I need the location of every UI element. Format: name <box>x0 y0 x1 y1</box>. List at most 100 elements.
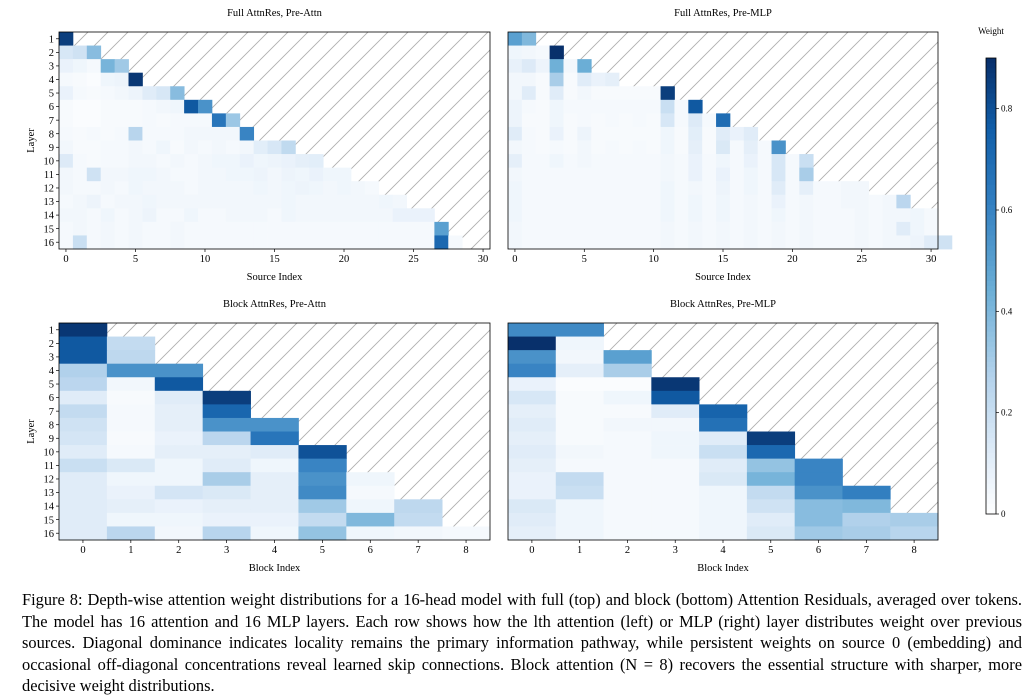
heatmap-cell <box>688 126 703 141</box>
x-tick-label: 2 <box>176 545 181 556</box>
heatmap-cell <box>239 181 255 196</box>
heatmap-cell <box>651 526 700 541</box>
colorbar-title: Weight <box>978 26 1004 36</box>
heatmap-panel-1 <box>56 31 491 252</box>
heatmap-cell <box>59 377 108 392</box>
heatmap-cell <box>202 512 251 527</box>
heatmap-cell <box>198 194 213 209</box>
colorbar-segment <box>986 250 996 257</box>
heatmap-cell <box>337 167 352 182</box>
heatmap-cell <box>632 140 648 155</box>
heatmap-cell <box>674 221 689 236</box>
x-tick-label: 30 <box>926 254 937 265</box>
heatmap-cell <box>184 154 199 169</box>
heatmap-cell <box>674 154 689 169</box>
heatmap-cell <box>72 167 88 182</box>
heatmap-cell <box>827 181 842 196</box>
heatmap-cell <box>295 154 310 169</box>
heatmap-cell <box>702 194 717 209</box>
heatmap-cell <box>555 323 604 337</box>
heatmap-cell <box>154 377 204 392</box>
heatmap-cell <box>72 59 88 74</box>
y-tick-label: 16 <box>44 529 55 540</box>
heatmap-cell <box>827 221 842 236</box>
heatmap-cell <box>508 499 557 514</box>
heatmap-cell <box>295 167 310 182</box>
heatmap-cell <box>142 194 157 209</box>
heatmap-cell <box>106 445 156 460</box>
heatmap-cell <box>170 181 185 196</box>
heatmap-cell <box>86 140 102 155</box>
heatmap-cell <box>198 154 213 169</box>
colorbar-segment <box>986 331 996 338</box>
colorbar-segment <box>986 306 996 312</box>
heatmap-cell <box>746 431 796 446</box>
heatmap-cell <box>106 363 156 378</box>
heatmap-cell <box>202 472 251 487</box>
colorbar-segment <box>986 286 996 292</box>
colorbar-segment <box>986 387 996 393</box>
heatmap-cell <box>128 154 143 169</box>
colorbar-segment <box>986 230 996 236</box>
heatmap-cell <box>225 221 241 236</box>
heatmap-cell <box>364 235 380 250</box>
heatmap-cell <box>59 417 108 432</box>
heatmap-cell <box>840 235 856 250</box>
heatmap-cell <box>508 154 523 169</box>
heatmap-cell <box>72 235 88 250</box>
heatmap-cell <box>910 235 925 250</box>
heatmap-cell <box>591 154 606 169</box>
heatmap-cell <box>86 154 102 169</box>
heatmap-cell <box>702 208 717 223</box>
y-axis-label: Layer <box>26 128 37 153</box>
colorbar-segment <box>986 321 996 328</box>
heatmap-cell <box>239 167 255 182</box>
heatmap-cell <box>211 167 227 182</box>
heatmap-cell <box>250 431 299 446</box>
heatmap-cell <box>184 126 199 141</box>
heatmap-cell <box>660 113 675 128</box>
heatmap-cell <box>563 72 578 87</box>
heatmap-cell <box>549 86 564 101</box>
heatmap-cell <box>100 154 116 169</box>
heatmap-cell <box>106 404 156 419</box>
x-tick-label: 8 <box>463 545 468 556</box>
heatmap-cell <box>106 431 156 446</box>
heatmap-cell <box>86 126 102 141</box>
y-tick-label: 8 <box>49 129 54 140</box>
heatmap-cell <box>591 221 606 236</box>
heatmap-cell <box>646 221 661 236</box>
heatmap-cell <box>591 86 606 101</box>
colorbar-segment <box>986 159 996 165</box>
heatmap-cell <box>392 235 407 250</box>
heatmap-cell <box>114 126 129 141</box>
x-tick-label: 5 <box>133 254 138 265</box>
heatmap-cell <box>716 194 731 209</box>
colorbar-segment <box>986 397 996 404</box>
heatmap-cell <box>128 113 143 128</box>
heatmap-cell <box>170 113 185 128</box>
colorbar-segment <box>986 78 996 84</box>
heatmap-cell <box>646 235 661 250</box>
heatmap-cell <box>508 417 557 432</box>
heatmap-cell <box>632 235 648 250</box>
colorbar-segment <box>986 144 996 150</box>
heatmap-cell <box>549 99 564 114</box>
heatmap-cell <box>154 512 204 527</box>
colorbar-segment <box>986 220 996 226</box>
heatmap-cell <box>239 235 255 250</box>
panel-title: Full AttnRes, Pre-MLP <box>674 8 772 19</box>
heatmap-cell <box>114 181 129 196</box>
colorbar-segment <box>986 473 996 480</box>
heatmap-cell <box>729 140 745 155</box>
colorbar-segment <box>986 83 996 89</box>
x-tick-label: 7 <box>416 545 421 556</box>
heatmap-cell <box>688 194 703 209</box>
heatmap-cell <box>309 194 324 209</box>
heatmap-cell <box>651 445 700 460</box>
y-tick-label: 13 <box>44 488 55 499</box>
heatmap-cell <box>646 99 661 114</box>
heatmap-cell <box>508 363 557 378</box>
heatmap-cell <box>59 458 108 473</box>
heatmap-cell <box>938 235 953 250</box>
